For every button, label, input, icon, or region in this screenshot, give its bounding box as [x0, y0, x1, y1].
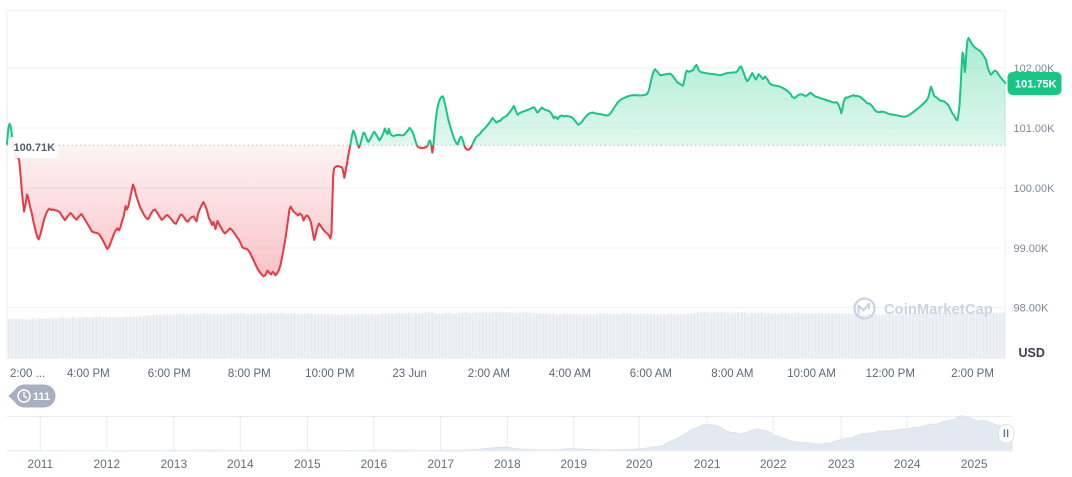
svg-text:2016: 2016 — [360, 457, 387, 471]
svg-text:23 Jun: 23 Jun — [392, 368, 427, 380]
svg-text:10:00 PM: 10:00 PM — [305, 368, 354, 380]
svg-text:111: 111 — [33, 391, 50, 403]
svg-text:99.00K: 99.00K — [1014, 243, 1050, 255]
svg-text:2:00 PM: 2:00 PM — [951, 368, 994, 380]
svg-text:8:00 PM: 8:00 PM — [228, 368, 271, 380]
svg-text:6:00 AM: 6:00 AM — [630, 368, 672, 380]
svg-text:2012: 2012 — [93, 457, 120, 471]
svg-text:101.75K: 101.75K — [1015, 78, 1057, 90]
svg-text:2014: 2014 — [227, 457, 254, 471]
svg-text:4:00 PM: 4:00 PM — [67, 368, 110, 380]
svg-text:2011: 2011 — [27, 457, 53, 471]
svg-text:2:00 AM: 2:00 AM — [468, 368, 510, 380]
svg-text:2022: 2022 — [760, 457, 787, 471]
svg-text:2013: 2013 — [160, 457, 187, 471]
svg-text:2017: 2017 — [427, 457, 454, 471]
svg-text:2024: 2024 — [894, 457, 921, 471]
svg-text:USD: USD — [1019, 346, 1045, 360]
svg-text:2023: 2023 — [828, 457, 855, 471]
svg-text:100.71K: 100.71K — [14, 142, 56, 154]
svg-text:98.00K: 98.00K — [1014, 303, 1050, 315]
svg-text:12:00 PM: 12:00 PM — [866, 368, 915, 380]
svg-text:4:00 AM: 4:00 AM — [549, 368, 591, 380]
svg-text:10:00 AM: 10:00 AM — [787, 368, 836, 380]
svg-text:2020: 2020 — [626, 457, 653, 471]
svg-text:101.00K: 101.00K — [1014, 123, 1056, 135]
svg-text:2025: 2025 — [961, 457, 988, 471]
svg-text:2018: 2018 — [494, 457, 521, 471]
svg-text:8:00 AM: 8:00 AM — [711, 368, 753, 380]
svg-text:6:00 PM: 6:00 PM — [148, 368, 191, 380]
svg-text:2019: 2019 — [560, 457, 587, 471]
svg-text:2015: 2015 — [294, 457, 321, 471]
svg-text:100.00K: 100.00K — [1014, 183, 1056, 195]
svg-text:CoinMarketCap: CoinMarketCap — [884, 302, 993, 318]
svg-text:2:00 ...: 2:00 ... — [10, 368, 45, 380]
svg-text:2021: 2021 — [694, 457, 721, 471]
